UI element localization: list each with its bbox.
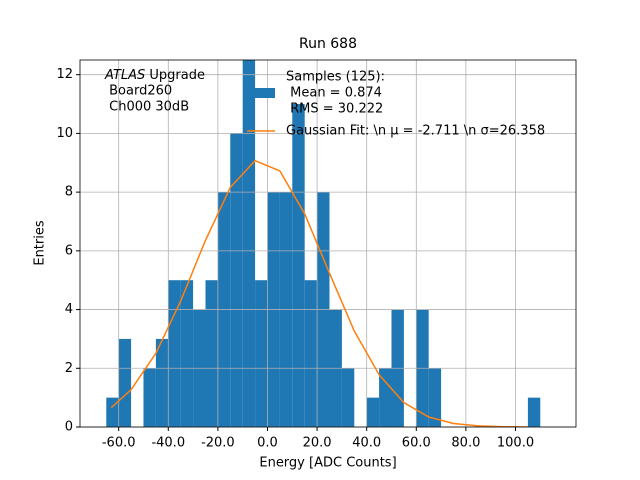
y-axis-label: Entries — [33, 220, 48, 266]
bar — [143, 368, 156, 427]
plot-frame — [79, 59, 577, 428]
x-tick-label: 100.0 — [497, 436, 534, 451]
bar — [155, 338, 169, 427]
x-tick-label: 60.0 — [402, 436, 431, 451]
legend-swatch — [253, 88, 275, 98]
x-tick-label: -20.0 — [201, 436, 235, 451]
bar — [292, 104, 305, 427]
bar — [205, 280, 218, 427]
bar — [366, 397, 380, 427]
x-axis-label: Energy [ADC Counts] — [259, 456, 396, 471]
annotation-text: Upgrade — [145, 68, 205, 83]
fit-line — [110, 159, 528, 427]
x-tick-label: 0.0 — [257, 436, 278, 451]
legend-label: Mean = 0.874 — [286, 86, 382, 101]
legend-label: RMS = 30.222 — [286, 102, 383, 117]
y-tick-label: 0 — [65, 420, 73, 435]
annotation-italic: ATLAS — [104, 68, 145, 83]
bar — [118, 338, 132, 427]
legend-label: Gaussian Fit: \n μ = -2.711 \n σ=26.358 — [286, 124, 545, 139]
annotation-line: Board260 — [105, 84, 172, 99]
bar — [341, 368, 355, 427]
annotation: ATLAS Upgrade — [104, 68, 205, 83]
bar — [168, 280, 181, 427]
y-tick-label: 10 — [56, 126, 73, 141]
x-tick-label: -60.0 — [102, 436, 136, 451]
bar — [230, 133, 243, 427]
chart-title: Run 688 — [299, 36, 357, 52]
x-tick-label: 80.0 — [451, 436, 480, 451]
bar — [255, 280, 268, 427]
x-tick-label: -40.0 — [151, 436, 185, 451]
bar — [379, 368, 392, 427]
y-tick-label: 4 — [65, 302, 73, 317]
x-tick-label: 20.0 — [303, 436, 332, 451]
bar — [180, 280, 194, 427]
bar — [428, 368, 442, 427]
y-tick-label: 6 — [65, 243, 73, 258]
x-tick-label: 40.0 — [352, 436, 381, 451]
legend-label: Samples (125): — [286, 70, 385, 85]
bar — [106, 397, 119, 427]
y-tick-label: 12 — [56, 67, 73, 82]
annotation-line: Ch000 30dB — [105, 100, 189, 115]
y-tick-label: 8 — [65, 185, 73, 200]
bar — [304, 280, 318, 427]
y-tick-label: 2 — [65, 361, 73, 376]
bar — [527, 397, 541, 427]
bar — [242, 60, 256, 427]
